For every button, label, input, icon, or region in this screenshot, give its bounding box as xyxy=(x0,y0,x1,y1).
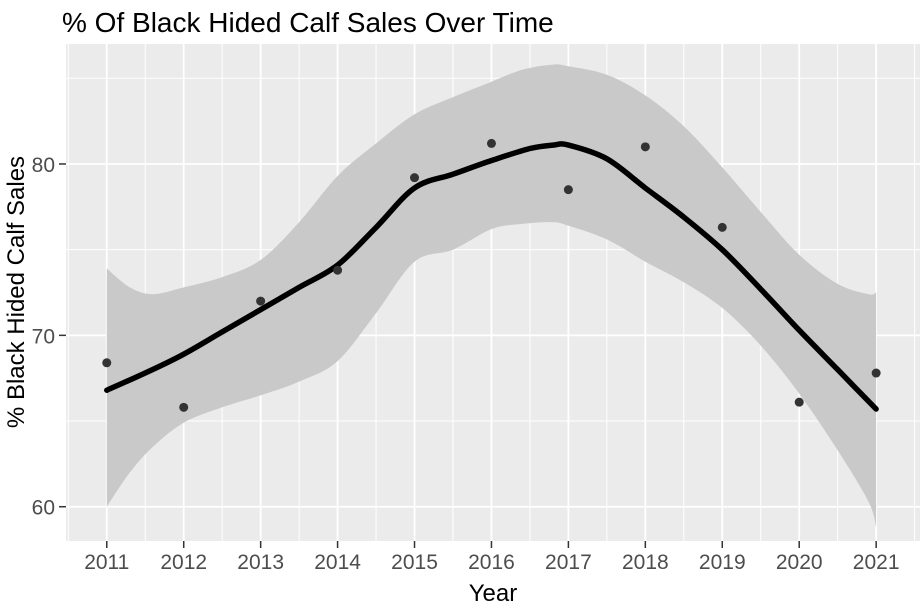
x-tick-label: 2016 xyxy=(468,551,515,574)
data-point xyxy=(179,402,189,412)
x-tick-label: 2019 xyxy=(699,551,746,574)
data-point xyxy=(486,138,496,148)
x-tick-label: 2011 xyxy=(84,551,129,574)
x-tick-label: 2013 xyxy=(237,551,284,574)
plot-panel: 2011 2012 2013 2014 2015 2016 2017 2018 2019 2020… xyxy=(32,44,920,574)
data-point xyxy=(563,185,573,195)
chart-title: % Of Black Hided Calf Sales Over Time xyxy=(62,7,554,38)
x-tick-label: 2015 xyxy=(391,551,438,574)
x-tick-label: 2018 xyxy=(622,551,669,574)
y-axis-title: % Black Hided Calf Sales xyxy=(3,156,30,428)
y-tick-label: 80 xyxy=(32,154,55,177)
y-tick-label: 70 xyxy=(32,325,55,348)
confidence-band xyxy=(106,64,877,528)
data-point xyxy=(256,296,266,306)
data-point xyxy=(794,397,804,407)
x-axis-title: Year xyxy=(469,580,518,607)
x-tick-label: 2021 xyxy=(853,551,900,574)
data-point xyxy=(640,142,650,152)
x-tick-label: 2017 xyxy=(545,551,592,574)
data-point xyxy=(717,222,727,232)
y-tick-label: 60 xyxy=(32,497,55,520)
x-tick-label: 2020 xyxy=(776,551,823,574)
x-tick-label: 2014 xyxy=(314,551,361,574)
data-point xyxy=(333,265,343,275)
x-tick-label: 2012 xyxy=(160,551,207,574)
data-point xyxy=(871,368,881,378)
data-point xyxy=(410,173,420,183)
trend-line xyxy=(104,141,879,412)
data-point xyxy=(102,358,112,368)
